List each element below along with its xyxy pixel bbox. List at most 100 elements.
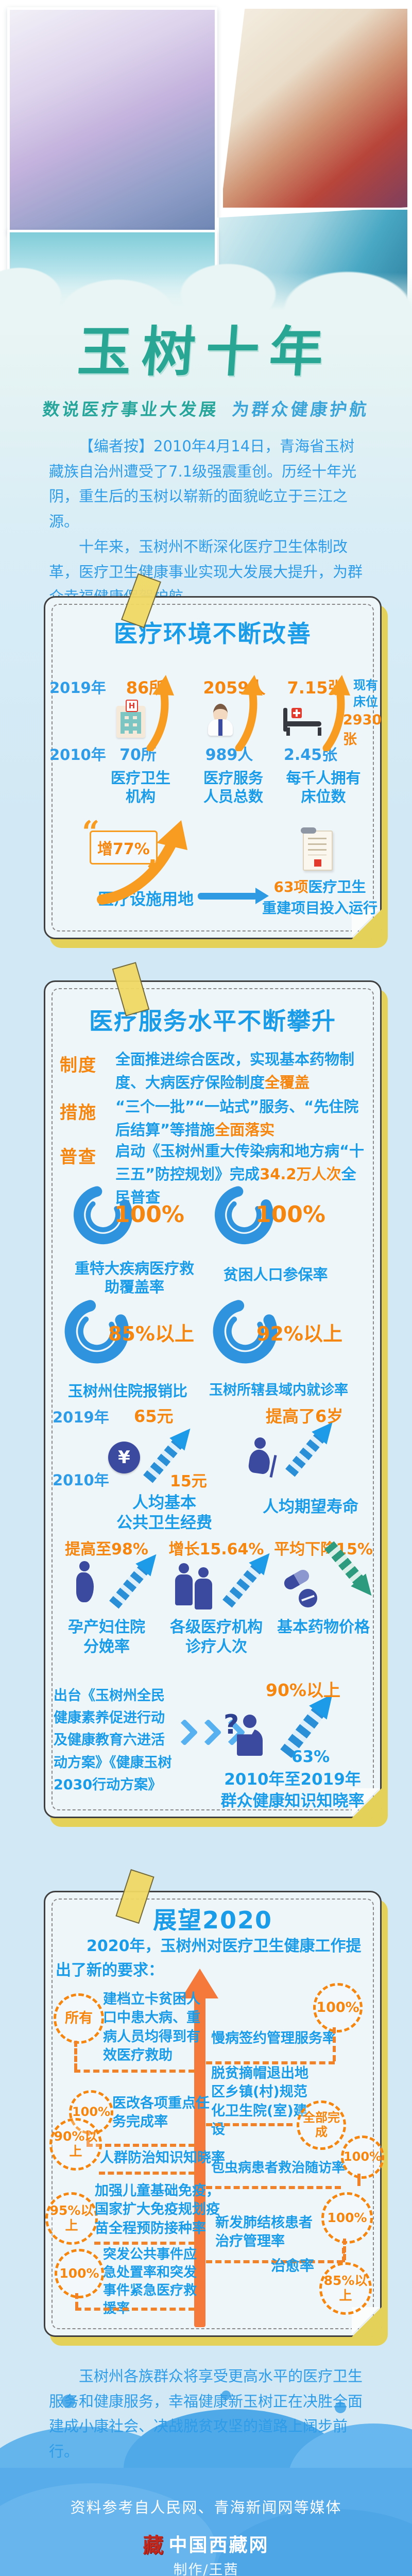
photo-doctor-checkup [220, 6, 410, 210]
badge-100-tb: 100% [321, 2192, 373, 2244]
page-title: 玉树十年 [76, 320, 336, 383]
gauge-value: 92%以上 [256, 1323, 342, 1345]
stat-beds-label: 每千人拥有 床位数 [272, 769, 375, 806]
tibet-net-logo-icon: 藏 [143, 2534, 164, 2557]
goal-echinococcosis: 包虫病患者救治随访率 [211, 2160, 346, 2176]
goal-immunization: 加强儿童基础免疫，国家扩大免疫规划疫苗全程预防接种率 [95, 2183, 220, 2236]
card3-title: 展望2020 [152, 1906, 273, 1934]
label-line: 诊疗人次 [185, 1637, 247, 1656]
life-label: 人均期望寿命 [263, 1498, 358, 1516]
row-tag-system: 制度 [60, 1055, 97, 1076]
row-text-census: 启动《玉树州重大传染病和地方病“十三五”防控规划》完成34.2万人次全民普查 [115, 1140, 366, 1209]
dashed-connector [206, 2186, 341, 2189]
donut-chart-icon [213, 1299, 278, 1364]
goal-reform-tasks: 医改各项重点任务完成率 [112, 2095, 210, 2130]
subtitle-right: 为群众健康护航 [231, 399, 370, 419]
stat3-head-2: 增长15.64% [168, 1540, 264, 1558]
beds-note-line1: 现有 [353, 678, 378, 692]
closing-text: 玉树州各族群众将享受更高水平的医疗卫生服务和健康服务，幸福健康新玉树正在决胜全面… [49, 2367, 363, 2461]
stat-staff-label: 医疗服务 人员总数 [184, 769, 282, 806]
life-value: 提高了6岁 [266, 1406, 344, 1426]
row-highlight: 全覆盖 [265, 1073, 310, 1091]
person-question-icon: ? [224, 1709, 273, 1759]
editor-note: 【编者按】2010年4月14日，青海省玉树藏族自治州遭受了7.1级强震重创。历经… [49, 434, 367, 609]
goal-tb-management: 新发肺结核患者治疗管理率 [215, 2215, 313, 2250]
label-line: 医疗服务 [203, 769, 263, 787]
page-curl [352, 1788, 382, 1818]
dashed-connector [342, 2248, 345, 2262]
splash-droplet [62, 2395, 75, 2408]
badge-all: 所有 [54, 1993, 104, 2044]
dashed-connector [206, 2260, 343, 2263]
donut-chart-icon [64, 1299, 129, 1364]
row-tag-measures: 措施 [60, 1103, 97, 1123]
card1-title: 医疗环境不断改善 [114, 620, 312, 648]
dashed-connector [357, 2174, 360, 2186]
dashed-connector [74, 2070, 195, 2073]
rebuild-text1: 医疗卫生 [308, 878, 366, 895]
badge-95-vaccine: 95%以上 [45, 2192, 98, 2245]
label-line: 人员总数 [203, 788, 263, 806]
dashed-connector [333, 2027, 336, 2061]
stat-orgs-label: 医疗卫生 机构 [99, 769, 182, 806]
stat3-label-1: 孕产妇住院 分娩率 [53, 1618, 161, 1656]
growth-arrow-icon [235, 675, 263, 751]
subtitle-left: 数说医疗事业大发展 [41, 399, 220, 419]
growth-arrow-icon [322, 675, 350, 751]
card-outlook-2020: 展望2020 2020年，玉树州对医疗卫生健康工作提出了新的要求： 所有 建档立… [44, 1869, 384, 2337]
donut-chart-icon [214, 1185, 274, 1245]
goal-village-clinics: 脱贫摘帽退出地区乡镇(村)规范化卫生院(室)建设 [211, 2065, 308, 2138]
year-2019-label: 2019年 [49, 679, 106, 697]
rebuild-line2: 重建项目投入运行 [262, 899, 377, 917]
label-line: 孕产妇住院 [68, 1618, 145, 1636]
dashed-connector [75, 2293, 78, 2308]
dashed-connector [206, 2123, 293, 2126]
label-line: 群众健康知识知晓率 [220, 1791, 365, 1810]
row-highlight: 全面落实 [215, 1121, 275, 1139]
gauge-major-illness: 100% 重特大疾病医疗救助覆盖率 [70, 1182, 199, 1296]
row-text-system: 全面推进综合医改，实现基本药物制度、大病医疗保险制度全覆盖 [115, 1048, 366, 1094]
page-subtitle: 数说医疗事业大发展 为群众健康护航 [0, 396, 412, 420]
literacy-label: 2010年至2019年 群众健康知识知晓率 [205, 1769, 380, 1812]
gauge-county-visit: 92%以上 玉树所辖县域内就诊率 [209, 1295, 348, 1398]
label-line: 人均基本 [132, 1494, 196, 1512]
badge-100-echino: 100% [341, 2136, 384, 2179]
literacy-from-value: 63% [291, 1748, 330, 1766]
label-line: 机构 [125, 788, 156, 806]
closing-paragraph: 玉树州各族群众将享受更高水平的医疗卫生服务和健康服务，幸福健康新玉树正在决胜全面… [49, 2364, 367, 2464]
photo-collage [0, 0, 412, 335]
literacy-policy: 出台《玉树州全民健康素养促进行动及健康教育六进活动方案》《健康玉树2030行动方… [54, 1688, 172, 1793]
dashed-connector [206, 2061, 335, 2064]
goal-cure-rate: 治愈率 [271, 2257, 315, 2274]
growth-arrow-icon [146, 675, 174, 751]
fund-year-2019: 2019年 [53, 1409, 109, 1426]
badge-90-awareness: 90%以上 [49, 2118, 102, 2171]
label-line: 2010年至2019年 [224, 1770, 361, 1789]
card-service-level: 医疗服务水平不断攀升 制度 全面推进综合医改，实现基本药物制度、大病医疗保险制度… [44, 962, 382, 1818]
row-text: “三个一批”“一站式”服务、“先住院后结算”等措施 [115, 1098, 359, 1139]
stat3-head-1: 提高至98% [65, 1540, 148, 1558]
hospital-icon [116, 700, 145, 738]
row-highlight: 34.2万人次 [260, 1165, 341, 1183]
gauge-label: 重特大疾病医疗救助覆盖率 [74, 1260, 194, 1296]
badge-100-chronic: 100% [313, 1983, 363, 2032]
credit-line: 制作/王茜 [173, 2562, 239, 2576]
intro-paragraph-2: 十年来，玉树州不断深化医疗卫生体制改革，医疗卫生健康事业实现大发展大提升，为群众… [49, 537, 363, 605]
brand-row: 藏中国西藏网 [0, 2529, 412, 2558]
beds-note-value: 2930张 [343, 712, 382, 748]
medical-document-icon [301, 827, 333, 871]
badge-100-emergency: 100% [55, 2249, 104, 2298]
rebuild-highlight: 63项 [273, 878, 308, 895]
dashed-connector [94, 2242, 195, 2245]
gauge-value: 100% [255, 1201, 325, 1228]
elderly-person-icon [245, 1437, 278, 1481]
doctor-icon [206, 704, 235, 737]
big-growth-arrow-icon [97, 820, 187, 905]
year-2010-label: 2010年 [49, 746, 106, 764]
gauge-label: 玉树所辖县域内就诊率 [209, 1382, 348, 1398]
rebuild-line1: 63项医疗卫生 [255, 877, 384, 898]
goal-chronic-service: 慢病签约管理服务率 [211, 2030, 336, 2046]
card-medical-environment: 医疗环境不断改善 2019年 2010年 86所 70所 医疗卫生 机构 205… [44, 573, 384, 939]
land-growth-badge: 增77% [82, 815, 164, 890]
